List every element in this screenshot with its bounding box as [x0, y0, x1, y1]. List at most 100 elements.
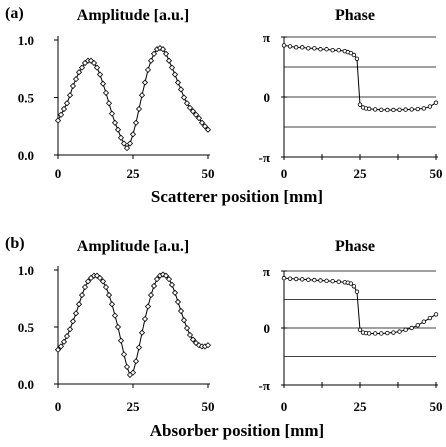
- panel-b-amplitude-point: [123, 363, 131, 370]
- panel-b-amplitude-point: [60, 338, 68, 345]
- panel-b-amplitude-point: [189, 336, 197, 343]
- panel-b-amplitude-point: [177, 307, 185, 315]
- panel-b-phase-point: [300, 277, 305, 282]
- panel-b-amplitude-point: [102, 284, 110, 291]
- panel-b-phase-title: Phase: [335, 238, 375, 255]
- panel-a-amplitude-point: [147, 57, 155, 64]
- panel-b-amplitude-point: [141, 315, 149, 323]
- panel-b-amplitude-point: [69, 318, 77, 325]
- panel-a-phase-point: [397, 107, 402, 112]
- panel-a-phase-ytick-label: π: [263, 30, 270, 45]
- panel-b-amplitude-point: [174, 298, 182, 305]
- panel-a-amplitude-point: [168, 64, 176, 71]
- panel-b-amplitude-xtick-label: 50: [202, 399, 215, 414]
- panel-a-phase-xtick-label: 50: [430, 166, 443, 181]
- panel-a-phase-point: [281, 43, 287, 48]
- panel-b-amplitude-point: [144, 303, 152, 310]
- panel-b-amplitude-point: [105, 292, 113, 299]
- panel-b-phase-point: [403, 327, 408, 333]
- panel-a-phase-point: [348, 50, 354, 56]
- panel-a-phase-xtick-label: 25: [354, 166, 368, 181]
- panel-b-phase-xtick-label: 50: [430, 399, 443, 414]
- panel-a-amplitude-point: [63, 100, 71, 107]
- panel-b-amplitude-line: [57, 274, 209, 376]
- panel-a-amplitude-point: [144, 66, 152, 73]
- panel-a-phase-point: [306, 46, 311, 51]
- panel-a-amplitude-point: [78, 64, 86, 71]
- panel-b-amplitude-point: [84, 278, 92, 285]
- panel-b-phase-point: [312, 277, 317, 283]
- panel-b-amplitude-point: [117, 337, 125, 344]
- panel-a-amplitude-point: [120, 140, 128, 147]
- panel-a-amplitude-point: [189, 108, 197, 115]
- panel-b-phase-ytick-label: π: [263, 264, 270, 279]
- panel-b-phase-point: [324, 278, 329, 284]
- panel-a-phase-point: [427, 104, 433, 109]
- panel-a-phase-ytick-label: -π: [259, 150, 270, 165]
- panel-b-phase-point: [427, 315, 433, 321]
- panel-a-amplitude-point: [129, 131, 137, 138]
- panel-a-amplitude-point: [132, 119, 140, 126]
- panel-b-amplitude-point: [168, 281, 176, 288]
- panel-a-amplitude-point: [69, 82, 77, 90]
- panel-b-amplitude-point: [171, 289, 179, 296]
- panel-b-amplitude-point: [57, 343, 65, 350]
- panel-b-amplitude-xtick-label: 0: [55, 399, 62, 414]
- panel-a-amplitude-point: [108, 110, 116, 117]
- panel-a-phase-point: [324, 47, 329, 52]
- panel-b-phase-xtick-label: 0: [281, 399, 288, 414]
- panel-b-amplitude-point: [180, 317, 188, 324]
- panel-a-phase-point: [351, 52, 357, 58]
- panel-a-phase-ytick-label: 0: [264, 90, 271, 105]
- panel-b-phase-point: [366, 331, 372, 336]
- panel-a-amplitude-ytick-label: 0.0: [18, 148, 34, 163]
- panel-b-amplitude-point: [204, 342, 212, 349]
- panel-b-phase-ytick-label: -π: [259, 378, 270, 393]
- panel-b-amplitude-point: [75, 301, 83, 308]
- panel-b-phase-point: [354, 289, 360, 294]
- panel-a-amplitude-title: Amplitude [a.u.]: [77, 7, 189, 24]
- panel-a-amplitude-point: [114, 126, 122, 133]
- panel-a-phase-point: [379, 107, 384, 112]
- panel-a-amplitude-point: [111, 119, 119, 126]
- panel-b-phase-point: [351, 284, 357, 289]
- panel-b-phase-point: [287, 276, 293, 281]
- panel-a-amplitude-point: [186, 104, 194, 111]
- panel-b-amplitude-point: [63, 333, 71, 340]
- panel-b-amplitude-title: Amplitude [a.u.]: [77, 238, 189, 255]
- panel-a-amplitude-point: [201, 123, 209, 130]
- panel-b-amplitude-point: [150, 282, 158, 290]
- panel-b-amplitude-ytick-label: 0.0: [18, 377, 34, 392]
- panel-a-amplitude-point: [117, 134, 125, 141]
- panel-a-amplitude-xtick-label: 50: [202, 166, 215, 181]
- panel-b-label: (b): [5, 235, 25, 252]
- panel-a-amplitude-point: [138, 92, 146, 99]
- panel-a-amplitude-point: [135, 105, 143, 113]
- panel-b-amplitude-point: [54, 346, 62, 353]
- panel-a-phase-point: [433, 100, 439, 105]
- panel-b-amplitude-point: [147, 292, 155, 299]
- panel-b-amplitude-point: [129, 369, 137, 376]
- panel-a-amplitude-ytick-label: 0.5: [18, 91, 35, 106]
- panel-a-amplitude-point: [165, 57, 173, 64]
- panel-b-phase-point: [336, 279, 341, 284]
- panel-b-phase-ytick-label: 0: [264, 321, 271, 336]
- panel-a-amplitude-point: [96, 71, 104, 78]
- panel-b-phase-point: [281, 275, 287, 281]
- panel-b-amplitude-point: [135, 344, 143, 351]
- panel-b-amplitude-point: [162, 272, 170, 279]
- panel-a-phase-point: [318, 47, 323, 52]
- panel-a-amplitude-point: [180, 94, 188, 101]
- panel-a-amplitude-point: [174, 79, 182, 86]
- panel-a-amplitude-point: [57, 111, 65, 118]
- panel-a-phase-point: [391, 107, 396, 113]
- panel-b-phase-point: [379, 331, 384, 336]
- panel-b-phase-point: [421, 319, 427, 324]
- panel-b-phase-point: [357, 327, 363, 333]
- panel-a-amplitude-point: [99, 80, 107, 87]
- panel-a-phase-line: [283, 44, 437, 111]
- panel-b-amplitude-point: [186, 331, 194, 339]
- panel-a-phase-point: [293, 45, 299, 50]
- panel-b-amplitude-point: [165, 276, 173, 283]
